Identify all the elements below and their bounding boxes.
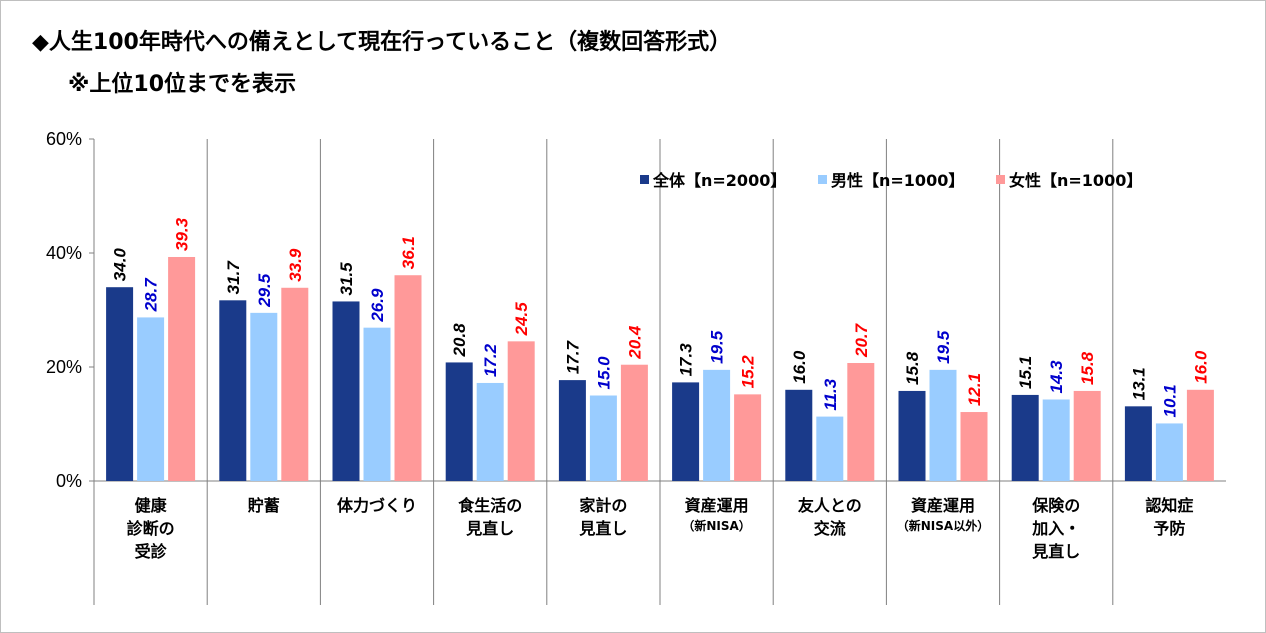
bar <box>898 390 926 481</box>
category-label: 受診 <box>135 542 168 561</box>
category-label: 友人との <box>798 496 862 515</box>
category-label: 家計の <box>579 496 627 515</box>
data-label: 36.1 <box>399 236 418 269</box>
category-label: 資産運用 <box>911 496 975 515</box>
legend-swatch <box>996 175 1005 184</box>
category-label: 健康 <box>135 496 168 515</box>
data-label: 26.9 <box>368 288 387 323</box>
bar <box>394 275 422 481</box>
data-label: 19.5 <box>708 330 727 364</box>
bar <box>445 362 473 481</box>
bar <box>281 287 309 481</box>
category-label: 認知症 <box>1145 496 1193 515</box>
data-label: 16.0 <box>1191 350 1210 384</box>
bar <box>363 327 391 481</box>
data-label: 31.5 <box>337 262 356 296</box>
bar <box>703 369 731 481</box>
data-label: 17.7 <box>563 339 582 374</box>
data-label: 24.5 <box>512 302 531 337</box>
bar <box>1042 399 1070 481</box>
data-label: 29.5 <box>255 273 274 308</box>
data-label: 19.5 <box>934 330 953 364</box>
bar <box>168 256 196 481</box>
category-label: 保険の <box>1031 496 1080 515</box>
bar <box>1011 394 1039 481</box>
legend-label: 男性【n=1000】 <box>831 171 964 190</box>
legend-label: 女性【n=1000】 <box>1009 171 1142 190</box>
bar <box>672 382 700 481</box>
data-label: 10.1 <box>1160 384 1179 417</box>
data-label: 11.3 <box>821 378 840 410</box>
chart-title: ◆人生100年時代への備えとして現在行っていること（複数回答形式） <box>32 30 732 55</box>
bar <box>620 364 648 481</box>
bar <box>847 363 875 481</box>
bar <box>332 301 360 481</box>
data-label: 17.2 <box>481 343 500 377</box>
bar <box>219 300 247 481</box>
category-label: 貯蓄 <box>248 496 280 515</box>
data-label: 20.7 <box>852 322 871 358</box>
data-label: 28.7 <box>142 277 161 313</box>
y-tick-label: 20% <box>46 357 82 377</box>
bar <box>1155 423 1183 481</box>
legend-swatch <box>818 175 827 184</box>
category-label: 見直し <box>465 519 514 538</box>
legend-label: 全体【n=2000】 <box>652 171 786 190</box>
data-label: 12.1 <box>965 373 984 406</box>
data-label: 15.2 <box>739 355 758 389</box>
category-label: 予防 <box>1153 519 1185 538</box>
bar <box>250 312 278 481</box>
bar <box>476 382 504 481</box>
bar <box>785 389 813 481</box>
chart-subtitle: ※上位10位までを表示 <box>68 72 297 97</box>
data-label: 16.0 <box>790 350 809 384</box>
category-label: 加入・ <box>1031 519 1080 538</box>
bar <box>106 287 134 481</box>
category-label: 体力づくり <box>337 496 417 515</box>
y-tick-label: 40% <box>46 243 82 263</box>
bar <box>137 317 165 481</box>
data-label: 33.9 <box>286 248 305 282</box>
category-label: （新NISA以外） <box>897 518 989 533</box>
bar <box>589 395 617 481</box>
bar <box>734 394 762 481</box>
bar <box>960 412 988 481</box>
category-label: 見直し <box>1031 542 1080 561</box>
data-label: 15.8 <box>1078 351 1097 385</box>
category-label: （新NISA） <box>682 518 750 533</box>
data-label: 34.0 <box>111 248 130 282</box>
data-label: 17.3 <box>677 343 696 377</box>
data-label: 20.8 <box>450 323 469 358</box>
bar <box>558 380 586 481</box>
data-label: 15.8 <box>903 351 922 385</box>
data-label: 14.3 <box>1047 360 1066 394</box>
category-label: 診断の <box>127 519 175 538</box>
bar <box>1124 406 1152 481</box>
category-label: 資産運用 <box>685 496 749 515</box>
data-label: 13.1 <box>1129 367 1148 400</box>
data-label: 20.4 <box>625 325 644 360</box>
data-label: 15.0 <box>594 356 613 390</box>
y-tick-label: 60% <box>46 129 82 149</box>
bar <box>816 416 844 481</box>
bar <box>1186 389 1214 481</box>
bar <box>929 369 957 481</box>
y-tick-label: 0% <box>56 471 82 491</box>
category-label: 食生活の <box>457 496 522 515</box>
bar <box>1073 390 1101 481</box>
bar <box>507 341 535 481</box>
data-label: 31.7 <box>224 260 243 295</box>
data-label: 39.3 <box>173 217 192 251</box>
category-label: 見直し <box>578 519 627 538</box>
legend-swatch <box>640 175 649 184</box>
category-label: 交流 <box>814 519 846 538</box>
data-label: 15.1 <box>1016 356 1035 389</box>
